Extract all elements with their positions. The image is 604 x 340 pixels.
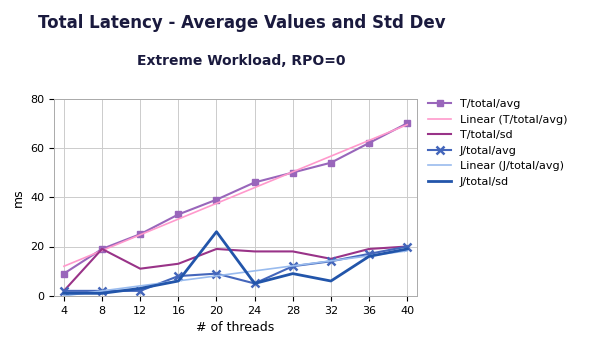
Linear (J/total/avg) bbox=[137, 284, 144, 288]
Legend: T/total/avg, Linear (T/total/avg), T/total/sd, J/total/avg, Linear (J/total/avg): T/total/avg, Linear (T/total/avg), T/tot… bbox=[424, 95, 571, 191]
Linear (T/total/avg) bbox=[137, 233, 144, 237]
T/total/sd bbox=[60, 289, 68, 293]
Linear (T/total/avg) bbox=[327, 154, 335, 158]
Line: T/total/avg: T/total/avg bbox=[61, 120, 410, 276]
J/total/sd bbox=[327, 279, 335, 283]
T/total/sd bbox=[251, 250, 259, 254]
J/total/sd bbox=[60, 291, 68, 295]
Linear (T/total/avg) bbox=[60, 264, 68, 268]
J/total/avg bbox=[137, 289, 144, 293]
Linear (J/total/avg) bbox=[60, 294, 68, 298]
J/total/avg bbox=[251, 282, 259, 286]
T/total/sd bbox=[175, 262, 182, 266]
Line: T/total/sd: T/total/sd bbox=[64, 246, 407, 291]
Linear (T/total/avg) bbox=[175, 217, 182, 221]
Linear (J/total/avg) bbox=[327, 259, 335, 263]
T/total/avg bbox=[213, 198, 220, 202]
J/total/sd bbox=[137, 286, 144, 290]
T/total/sd bbox=[289, 250, 297, 254]
Text: Extreme Workload, RPO=0: Extreme Workload, RPO=0 bbox=[137, 54, 346, 68]
Linear (J/total/avg) bbox=[365, 254, 373, 258]
J/total/avg bbox=[327, 259, 335, 263]
J/total/sd bbox=[213, 230, 220, 234]
Linear (T/total/avg) bbox=[213, 201, 220, 205]
T/total/avg bbox=[327, 161, 335, 165]
J/total/sd bbox=[289, 272, 297, 276]
J/total/sd bbox=[98, 291, 106, 295]
T/total/avg bbox=[403, 121, 411, 125]
X-axis label: # of threads: # of threads bbox=[196, 321, 275, 334]
Linear (J/total/avg) bbox=[251, 269, 259, 273]
J/total/avg bbox=[175, 274, 182, 278]
T/total/sd bbox=[213, 247, 220, 251]
T/total/avg bbox=[365, 141, 373, 145]
Linear (J/total/avg) bbox=[175, 279, 182, 283]
Linear (J/total/avg) bbox=[98, 289, 106, 293]
Linear (T/total/avg) bbox=[98, 249, 106, 253]
Line: J/total/sd: J/total/sd bbox=[64, 232, 407, 293]
J/total/sd bbox=[365, 254, 373, 258]
Line: Linear (J/total/avg): Linear (J/total/avg) bbox=[64, 251, 407, 296]
T/total/sd bbox=[327, 257, 335, 261]
T/total/sd bbox=[403, 244, 411, 249]
Linear (T/total/avg) bbox=[403, 123, 411, 127]
Linear (T/total/avg) bbox=[365, 138, 373, 142]
J/total/avg bbox=[60, 289, 68, 293]
Text: Total Latency - Average Values and Std Dev: Total Latency - Average Values and Std D… bbox=[38, 14, 445, 32]
Linear (J/total/avg) bbox=[213, 274, 220, 278]
J/total/avg bbox=[403, 244, 411, 249]
T/total/sd bbox=[365, 247, 373, 251]
J/total/avg bbox=[289, 264, 297, 268]
Linear (T/total/avg) bbox=[289, 170, 297, 174]
Linear (T/total/avg) bbox=[251, 186, 259, 190]
T/total/avg bbox=[137, 232, 144, 236]
Line: Linear (T/total/avg): Linear (T/total/avg) bbox=[64, 125, 407, 266]
J/total/sd bbox=[175, 279, 182, 283]
J/total/avg bbox=[365, 252, 373, 256]
J/total/sd bbox=[251, 282, 259, 286]
T/total/avg bbox=[289, 171, 297, 175]
Linear (J/total/avg) bbox=[289, 264, 297, 268]
T/total/avg bbox=[175, 212, 182, 217]
J/total/sd bbox=[403, 247, 411, 251]
J/total/avg bbox=[213, 272, 220, 276]
T/total/avg bbox=[98, 247, 106, 251]
Y-axis label: ms: ms bbox=[12, 188, 25, 206]
Linear (J/total/avg) bbox=[403, 249, 411, 253]
T/total/sd bbox=[137, 267, 144, 271]
T/total/avg bbox=[60, 272, 68, 276]
J/total/avg bbox=[98, 289, 106, 293]
T/total/avg bbox=[251, 181, 259, 185]
Line: J/total/avg: J/total/avg bbox=[60, 242, 411, 295]
T/total/sd bbox=[98, 247, 106, 251]
